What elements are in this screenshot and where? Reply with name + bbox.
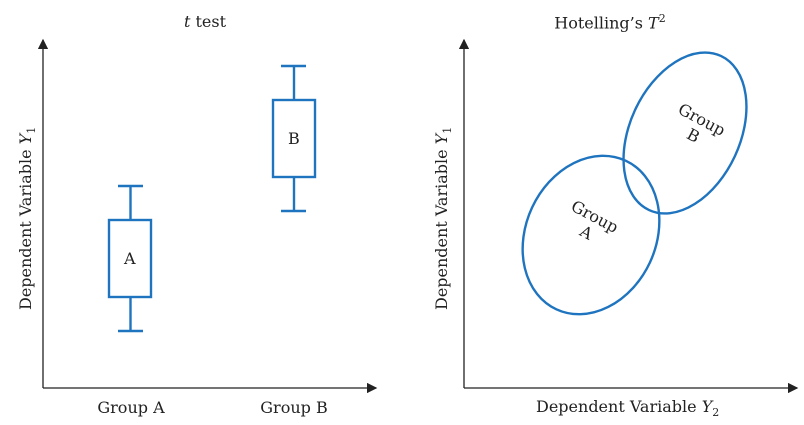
hotelling-title: Hotelling’s T2 [554,12,666,33]
box-label-a: A [124,249,136,268]
hotelling-panel: Hotelling’s T2 Dependent Variable Y1 Dep… [410,0,804,425]
y-axis-label: Dependent Variable Y1 [432,126,455,310]
hotelling-plot [458,38,799,394]
x-axis-label: Dependent Variable Y2 [536,397,720,420]
box-plot-group-a [107,184,153,333]
group-b-ellipse [622,51,748,215]
category-label-group-a: Group A [97,398,165,417]
category-label-group-b: Group B [260,398,328,417]
group-a-ellipse [521,154,661,316]
y-axis-label: Dependent Variable Y1 [16,126,39,310]
t-test-title: t test [183,12,227,31]
box-plot-group-b [271,64,317,213]
t-test-panel: t test Dependent Variable Y1 A B Group A… [0,0,395,425]
t-test-plot [37,38,378,394]
box-label-b: B [288,129,300,148]
